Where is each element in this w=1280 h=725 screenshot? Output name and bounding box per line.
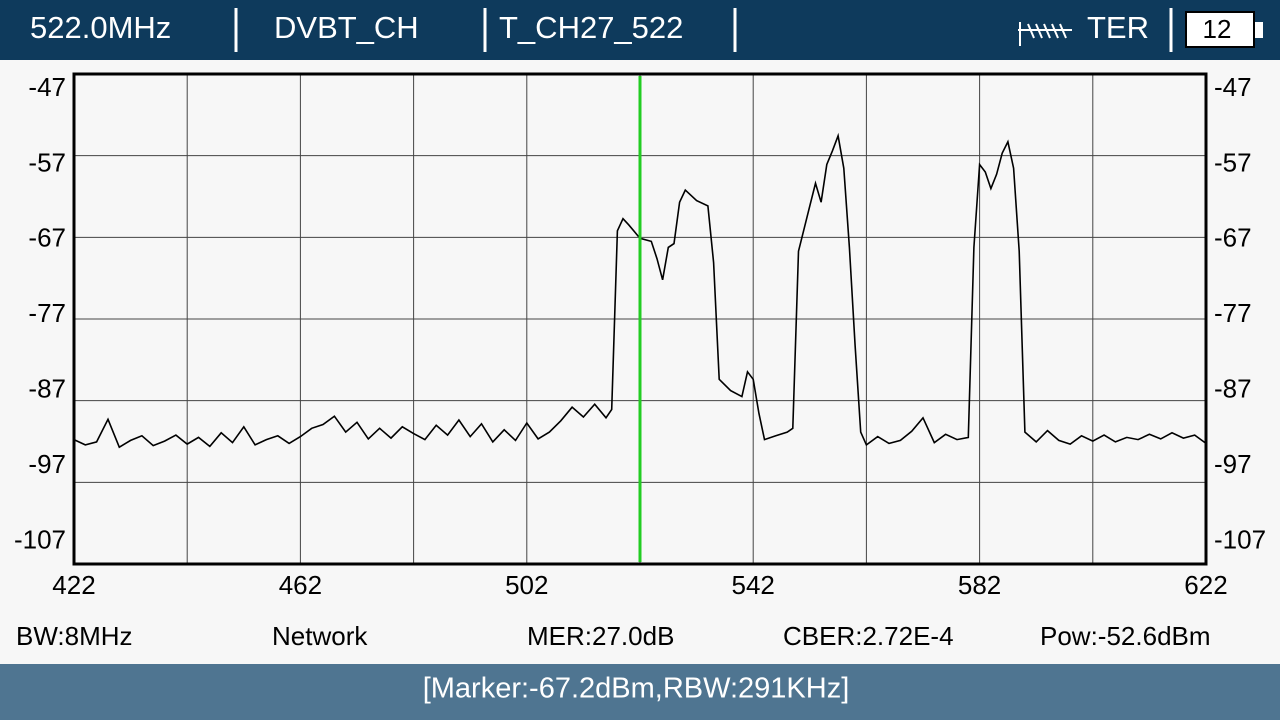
y-tick-label-right: -107 [1214,524,1266,554]
stat: Network [272,621,368,651]
mode: DVBT_CH [274,10,419,45]
y-tick-label-left: -97 [28,449,66,479]
y-tick-label-left: -57 [28,147,66,177]
status-text: [Marker:-67.2dBm,RBW:291KHz] [423,673,850,705]
stat: BW:8MHz [16,621,133,651]
status-bar [0,664,1280,720]
x-tick-label: 502 [505,570,548,600]
antenna-icon [1018,22,1072,46]
x-tick-label: 462 [279,570,322,600]
battery-tip [1255,22,1263,38]
y-tick-label-right: -67 [1214,223,1252,253]
stat: CBER:2.72E-4 [783,621,954,651]
band: TER [1087,10,1149,45]
y-tick-label-left: -107 [14,524,66,554]
channel: T_CH27_522 [499,10,683,45]
battery [1185,11,1255,48]
y-tick-label-right: -47 [1214,72,1252,102]
x-tick-label: 582 [958,570,1001,600]
y-tick-label-right: -97 [1214,449,1252,479]
battery-level: 12 [1203,14,1232,44]
y-tick-label-left: -67 [28,223,66,253]
stat: MER:27.0dB [527,621,674,651]
plot-frame [72,72,1208,566]
x-tick-label: 422 [52,570,95,600]
y-tick-label-right: -77 [1214,298,1252,328]
stat: Pow:-52.6dBm [1040,621,1211,651]
x-tick-label: 542 [732,570,775,600]
x-tick-label: 622 [1184,570,1227,600]
plot: -47 -47 -57 -57 -67 -67 -77 -77 -87 -87 -97 -97 -107… [14,72,1266,600]
spectrum-trace [73,132,1207,449]
y-tick-label-left: -77 [28,298,66,328]
frequency: 522.0MHz [30,10,171,45]
y-tick-label-left: -87 [28,373,66,403]
y-tick-label-right: -57 [1214,147,1252,177]
y-tick-label-right: -87 [1214,373,1252,403]
stats: BW:8MHz Network MER:27.0dB CBER:2.72E-4 Pow:… [16,621,1211,651]
header-separators [234,8,1173,52]
y-tick-label-left: -47 [28,72,66,102]
